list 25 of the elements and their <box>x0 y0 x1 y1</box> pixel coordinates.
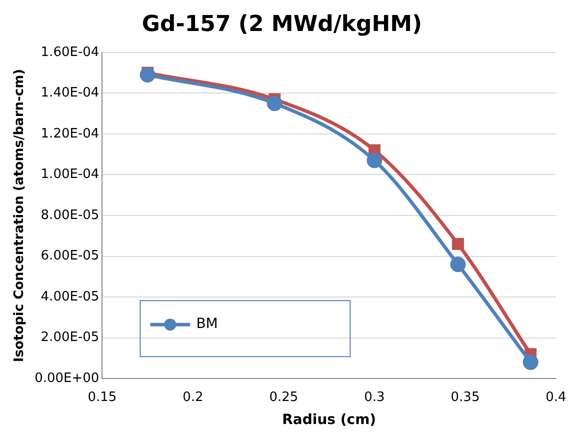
y-tick-label: 8.00E-05 <box>40 208 100 223</box>
legend-label: BM <box>196 316 218 332</box>
y-tick-label: 1.60E-04 <box>40 44 100 60</box>
point <box>452 238 464 250</box>
point <box>450 256 466 272</box>
point <box>266 96 282 112</box>
x-tick-label: 0.2 <box>182 390 204 405</box>
y-tick-label: 6.00E-05 <box>40 248 100 264</box>
x-axis-title: Radius (cm) <box>282 412 376 428</box>
x-tick-label: 0.15 <box>88 390 117 405</box>
chart-title: Gd-157 (2 MWd/kgHM) <box>142 12 422 37</box>
x-tick-label: 0.35 <box>450 390 480 405</box>
point <box>140 67 156 83</box>
point <box>522 354 538 370</box>
x-tick-label: 0.25 <box>269 390 298 405</box>
y-tick-label: 1.00E-04 <box>40 167 100 182</box>
y-tick-label: 2.00E-05 <box>40 330 100 346</box>
y-axis-title: Isotopic Concentration (atoms/barn-cm) <box>12 68 28 362</box>
y-tick-label: 4.00E-05 <box>40 289 100 304</box>
x-tick-label: 0.3 <box>364 390 385 405</box>
y-tick-label: 1.20E-04 <box>40 126 100 142</box>
x-tick-label: 0.4 <box>546 390 566 405</box>
y-tick-label: 0.00E+00 <box>34 370 100 386</box>
y-tick-label: 1.40E-04 <box>40 86 100 101</box>
point <box>366 152 382 168</box>
